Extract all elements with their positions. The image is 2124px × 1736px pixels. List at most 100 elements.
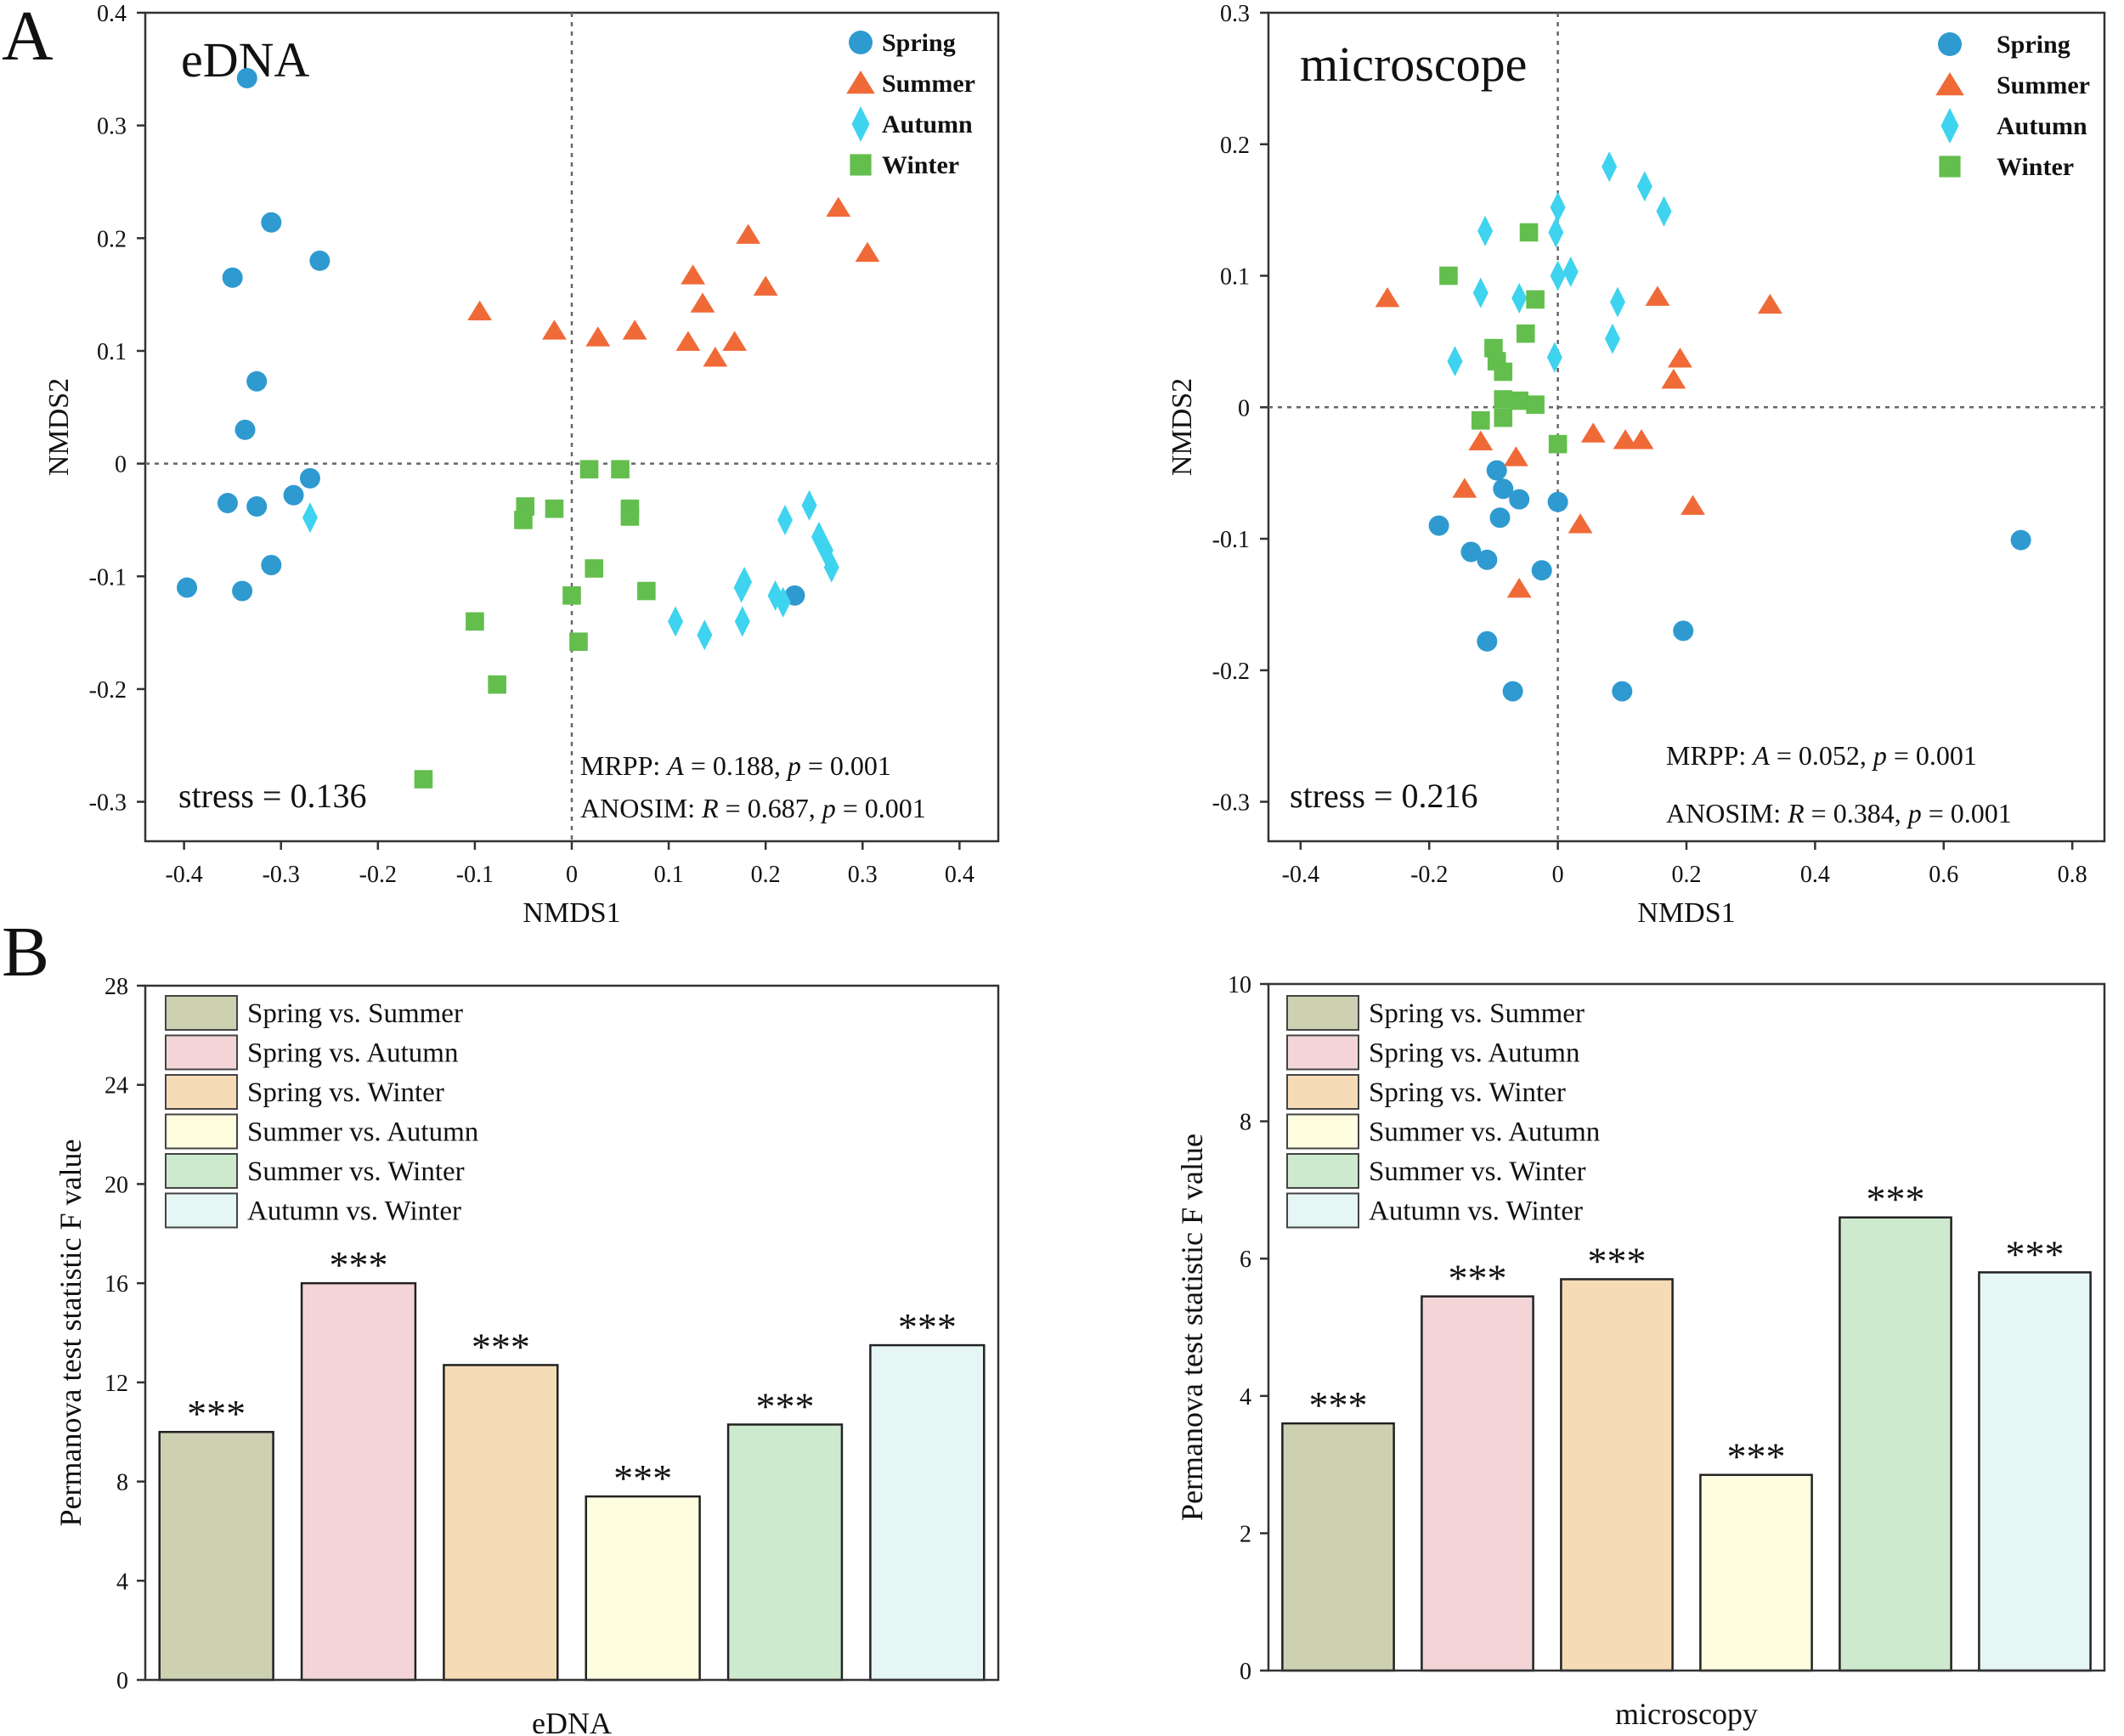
point-autumn: [1546, 342, 1562, 373]
point-summer: [1504, 446, 1528, 467]
point-summer: [753, 275, 778, 296]
y-tick-label: -0.3: [89, 790, 127, 817]
stress-value: stress = 0.216: [1290, 777, 1477, 815]
series-summer: [467, 196, 880, 367]
legend: Spring vs. Summer Spring vs. Autumn Spring…: [165, 995, 478, 1229]
y-tick-label: 24: [105, 1073, 128, 1100]
legend-label-autumn-vs-winter: Autumn vs. Winter: [1369, 1196, 1583, 1227]
bar-spring-vs-summer: [158, 1430, 274, 1682]
anosim-stats: ANOSIM: R = 0.687, p = 0.001: [580, 793, 926, 823]
point-summer: [1580, 422, 1606, 443]
point-spring: [234, 419, 256, 440]
plot-frame: [1267, 982, 2106, 1672]
significance-label: ***: [613, 1456, 672, 1500]
bar-spring-vs-summer: [1281, 1422, 1395, 1672]
point-winter: [569, 632, 588, 652]
point-summer: [1375, 286, 1400, 308]
bar-summer-vs-winter: [726, 1423, 844, 1682]
point-autumn: [1604, 323, 1620, 354]
significance-label: ***: [898, 1305, 957, 1349]
legend-label-winter: Winter: [1997, 153, 2074, 181]
y-tick-label: 0.2: [97, 226, 127, 252]
bar-summer-vs-winter: [1839, 1216, 1952, 1672]
y-tick-label: 8: [1240, 1110, 1251, 1136]
point-winter: [585, 559, 604, 578]
legend-marker-summer: [846, 70, 875, 94]
point-spring: [261, 555, 282, 575]
point-summer: [467, 300, 493, 321]
point-summer: [585, 326, 611, 347]
significance-label: ***: [1449, 1257, 1507, 1300]
x-tick-label: -0.1: [456, 862, 494, 888]
legend-marker-spring: [1938, 32, 1962, 56]
legend-marker-winter: [850, 154, 872, 176]
y-tick-label: 28: [105, 974, 128, 1000]
bar-spring-vs-autumn: [1421, 1295, 1534, 1672]
x-tick-label: 0: [1552, 862, 1564, 888]
point-spring: [246, 370, 268, 392]
point-winter: [1526, 290, 1545, 309]
y-tick-label: 6: [1240, 1247, 1251, 1273]
point-winter: [1494, 390, 1513, 409]
x-tick-label: -0.4: [1282, 862, 1319, 888]
point-summer: [542, 319, 567, 340]
point-winter: [488, 675, 506, 694]
point-autumn: [1550, 260, 1566, 291]
y-tick-label: 16: [105, 1271, 128, 1298]
point-summer: [826, 196, 851, 218]
point-spring: [2010, 529, 2031, 551]
legend-marker-autumn: [1940, 108, 1959, 144]
y-axis-label: Permanova test statistic F value: [54, 1139, 88, 1527]
point-summer: [1681, 495, 1705, 515]
plot-frame: [144, 984, 1000, 1682]
legend-swatch-spring-vs-summer: [1286, 995, 1359, 1031]
point-summer: [681, 264, 706, 285]
point-summer: [1452, 478, 1477, 498]
point-autumn: [777, 504, 793, 535]
legend-label-spring-vs-winter: Spring vs. Winter: [1369, 1077, 1566, 1108]
x-tick-label: 0.4: [945, 862, 974, 888]
significance-label: ***: [756, 1384, 815, 1428]
point-summer: [736, 223, 761, 244]
legend-label-spring-vs-summer: Spring vs. Summer: [1369, 998, 1585, 1029]
point-autumn: [733, 572, 749, 603]
point-autumn: [1548, 217, 1564, 248]
point-autumn: [823, 551, 839, 583]
x-tick-label: -0.2: [359, 862, 397, 888]
legend-swatch-autumn-vs-winter: [165, 1192, 238, 1229]
point-spring: [222, 267, 243, 288]
y-axis-label: NMDS2: [43, 378, 75, 476]
point-spring: [1489, 507, 1511, 529]
x-axis-label: microscopy: [1615, 1697, 1758, 1731]
legend: Spring Summer Autumn Winter: [846, 29, 975, 179]
y-tick-label: 2: [1240, 1521, 1251, 1547]
point-spring: [232, 580, 253, 602]
legend-swatch-summer-vs-winter: [1286, 1153, 1359, 1189]
series-winter: [1439, 223, 1568, 454]
stress-value: stress = 0.136: [178, 777, 366, 815]
legend-swatch-spring-vs-winter: [1286, 1074, 1359, 1110]
significance-label: ***: [1588, 1239, 1647, 1282]
panel-label-b: B: [2, 913, 49, 992]
point-summer: [1661, 368, 1686, 389]
point-spring: [261, 212, 282, 233]
legend-swatch-spring-vs-autumn: [165, 1034, 238, 1071]
point-spring: [246, 496, 268, 517]
point-summer: [1668, 348, 1692, 368]
y-tick-label: 0.1: [97, 339, 127, 365]
point-winter: [514, 511, 533, 529]
legend: Spring vs. Summer Spring vs. Autumn Spring…: [1286, 995, 1600, 1229]
x-tick-label: 0.2: [1672, 862, 1702, 888]
y-tick-label: 10: [1228, 972, 1251, 998]
point-winter: [1519, 223, 1539, 242]
y-tick-label: -0.2: [89, 677, 127, 704]
legend-swatch-summer-vs-autumn: [165, 1113, 238, 1150]
x-tick-label: -0.3: [263, 862, 300, 888]
point-summer: [703, 347, 728, 367]
legend-label-spring: Spring: [1997, 31, 2070, 59]
point-autumn: [697, 619, 713, 651]
x-tick-label: 0.3: [848, 862, 878, 888]
series-winter: [414, 460, 656, 789]
point-autumn: [775, 586, 791, 618]
point-autumn: [1550, 192, 1566, 223]
